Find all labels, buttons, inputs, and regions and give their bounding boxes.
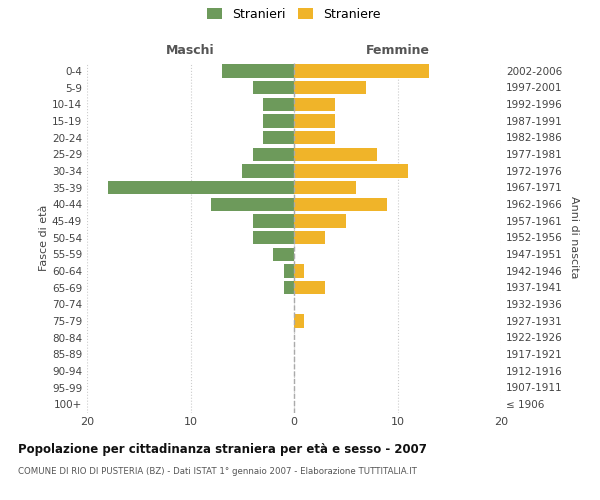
Bar bbox=[253, 148, 294, 161]
Bar bbox=[284, 264, 294, 278]
Bar bbox=[294, 98, 335, 111]
Bar bbox=[294, 64, 428, 78]
Bar bbox=[253, 214, 294, 228]
Text: Maschi: Maschi bbox=[166, 44, 215, 57]
Bar bbox=[294, 164, 408, 177]
Y-axis label: Fasce di età: Fasce di età bbox=[39, 204, 49, 270]
Bar bbox=[211, 198, 294, 211]
Bar bbox=[294, 231, 325, 244]
Text: COMUNE DI RIO DI PUSTERIA (BZ) - Dati ISTAT 1° gennaio 2007 - Elaborazione TUTTI: COMUNE DI RIO DI PUSTERIA (BZ) - Dati IS… bbox=[18, 468, 417, 476]
Bar bbox=[274, 248, 294, 261]
Bar bbox=[242, 164, 294, 177]
Bar bbox=[284, 281, 294, 294]
Bar bbox=[221, 64, 294, 78]
Bar bbox=[263, 131, 294, 144]
Bar bbox=[294, 131, 335, 144]
Y-axis label: Anni di nascita: Anni di nascita bbox=[569, 196, 579, 278]
Bar bbox=[294, 281, 325, 294]
Bar bbox=[294, 148, 377, 161]
Bar bbox=[294, 314, 304, 328]
Bar bbox=[253, 81, 294, 94]
Bar bbox=[263, 98, 294, 111]
Bar bbox=[253, 231, 294, 244]
Bar bbox=[294, 114, 335, 128]
Bar bbox=[294, 198, 387, 211]
Bar bbox=[108, 181, 294, 194]
Text: Popolazione per cittadinanza straniera per età e sesso - 2007: Popolazione per cittadinanza straniera p… bbox=[18, 442, 427, 456]
Text: Femmine: Femmine bbox=[365, 44, 430, 57]
Bar bbox=[294, 214, 346, 228]
Legend: Stranieri, Straniere: Stranieri, Straniere bbox=[202, 2, 386, 26]
Bar bbox=[294, 264, 304, 278]
Bar bbox=[294, 181, 356, 194]
Bar bbox=[294, 81, 367, 94]
Bar bbox=[263, 114, 294, 128]
